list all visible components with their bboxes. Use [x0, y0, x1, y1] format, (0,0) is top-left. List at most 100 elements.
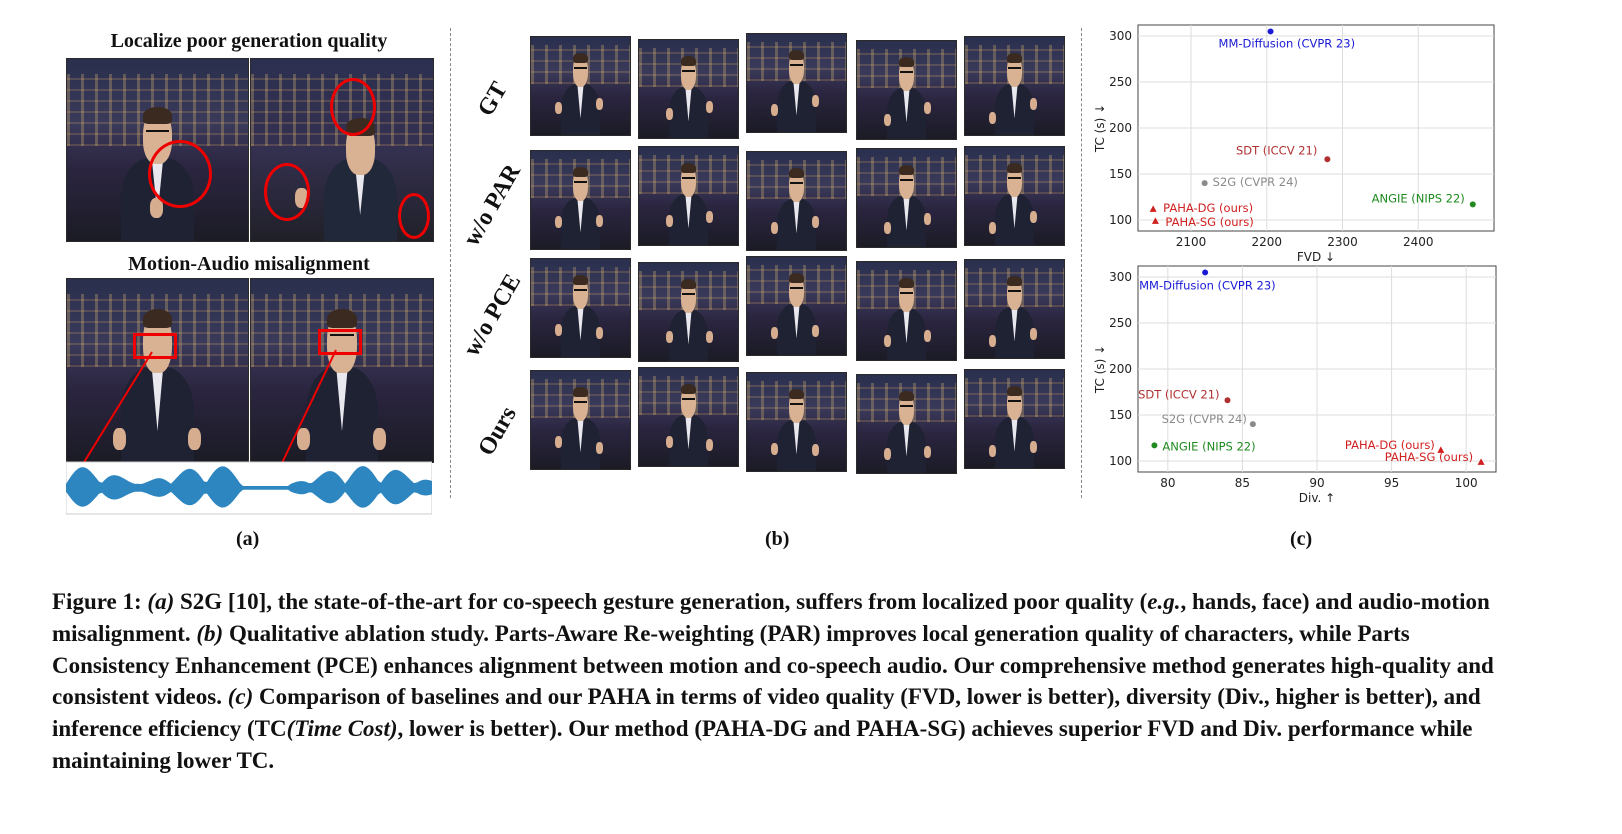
point-label: SDT (ICCV 21) — [1138, 387, 1219, 401]
caption-eg: e.g. — [1147, 589, 1181, 614]
x-tick-label: 90 — [1309, 476, 1324, 490]
data-point-4 — [1149, 205, 1157, 212]
point-label: PAHA-DG (ours) — [1163, 201, 1253, 215]
data-point-5 — [1151, 217, 1159, 224]
data-point-2 — [1201, 180, 1208, 187]
caption-a-text2: , hands, face) and audio-motion misalign… — [52, 589, 1490, 646]
row-label-wo-par: w/o PAR — [458, 159, 526, 251]
x-tick-label: 2400 — [1403, 235, 1434, 249]
y-tick-label: 250 — [1109, 316, 1132, 330]
video-frame — [964, 369, 1065, 469]
video-frame — [856, 374, 957, 474]
point-label: S2G (CVPR 24) — [1213, 175, 1298, 189]
video-frame — [638, 367, 739, 467]
y-tick-label: 300 — [1109, 29, 1132, 43]
y-axis-label: TC (s) ↓ — [1093, 345, 1107, 394]
x-tick-label: 85 — [1235, 476, 1250, 490]
y-tick-label: 150 — [1109, 167, 1132, 181]
video-frame — [856, 261, 957, 361]
x-tick-label: 80 — [1160, 476, 1175, 490]
y-tick-label: 100 — [1109, 213, 1132, 227]
y-axis-label: TC (s) ↓ — [1093, 104, 1107, 153]
caption-c-text: Comparison of baselines and our PAHA in … — [52, 684, 1481, 742]
data-point-5 — [1477, 458, 1485, 465]
point-label: PAHA-SG (ours) — [1165, 215, 1253, 229]
mouth-box — [318, 329, 362, 355]
artifact-circle — [148, 140, 212, 208]
data-point-1 — [1224, 397, 1231, 404]
video-frame — [964, 259, 1065, 359]
row-label-wo-pce: w/o PCE — [458, 269, 527, 361]
panel-b-label: (b) — [765, 528, 790, 550]
video-frame — [964, 146, 1065, 246]
x-axis-label: FVD ↓ — [1297, 250, 1335, 264]
chart-fvd-vs-tc: 2100 2200 2300 2400 100 150 200 250 300 FVD ↓ TC (… — [1093, 24, 1495, 264]
video-frame — [530, 36, 631, 136]
video-frame — [746, 372, 847, 472]
x-tick-label: 95 — [1384, 476, 1399, 490]
x-tick-label: 2100 — [1176, 235, 1207, 249]
video-frame — [638, 39, 739, 139]
video-frame — [530, 370, 631, 470]
artifact-circle — [330, 78, 376, 136]
video-frame — [856, 40, 957, 140]
video-frame — [746, 33, 847, 133]
video-frame — [530, 258, 631, 358]
data-point-2 — [1249, 421, 1256, 428]
divider — [450, 28, 451, 498]
point-label: PAHA-SG (ours) — [1385, 450, 1473, 464]
point-label: PAHA-DG (ours) — [1345, 438, 1435, 452]
caption-b-text: Qualitative ablation study. Parts-Aware … — [52, 620, 1494, 710]
mouth-box — [133, 333, 177, 359]
point-label: ANGIE (NIPS 22) — [1372, 191, 1465, 205]
y-tick-label: 200 — [1109, 121, 1132, 135]
caption-a-tag: (a) — [147, 589, 175, 614]
row-label-ours: Ours — [473, 402, 522, 461]
y-tick-label: 200 — [1109, 362, 1132, 376]
x-axis-label: Div. ↑ — [1299, 491, 1335, 505]
video-frame — [530, 150, 631, 250]
data-point-1 — [1324, 156, 1331, 163]
data-point-4 — [1437, 446, 1445, 453]
y-tick-label: 150 — [1109, 408, 1132, 422]
panel-a-title-bottom: Motion-Audio misalignment — [128, 253, 370, 275]
x-tick-label: 100 — [1455, 476, 1478, 490]
panel-c-label: (c) — [1290, 528, 1313, 550]
caption-c-text2: , lower is better). Our method (PAHA-DG … — [52, 716, 1473, 773]
data-point-0 — [1267, 28, 1274, 35]
panel-a-label: (a) — [236, 528, 260, 550]
video-frame — [964, 36, 1065, 136]
video-frame — [638, 262, 739, 362]
caption-fig: Figure 1: — [52, 589, 142, 614]
video-frame — [746, 256, 847, 356]
video-frame — [638, 146, 739, 246]
caption-b-tag: (b) — [196, 620, 224, 646]
video-frame — [66, 278, 249, 463]
data-point-3 — [1469, 201, 1476, 208]
artifact-circle — [398, 193, 430, 239]
x-tick-label: 2300 — [1327, 235, 1358, 249]
y-tick-label: 250 — [1109, 75, 1132, 89]
video-frame — [746, 151, 847, 251]
video-frame — [856, 148, 957, 248]
data-point-3 — [1151, 442, 1158, 449]
caption-tc-italic: (Time Cost) — [286, 716, 398, 742]
point-label: ANGIE (NIPS 22) — [1162, 439, 1255, 453]
divider — [1081, 28, 1082, 498]
panel-a-title-top: Localize poor generation quality — [110, 30, 388, 52]
point-label: S2G (CVPR 24) — [1162, 412, 1247, 426]
chart-div-vs-tc: 80 85 90 95 100 100 150 200 250 300 Div. ↑ TC (s) ↓… — [1093, 265, 1497, 505]
point-label: MM-Diffusion (CVPR 23) — [1139, 278, 1276, 292]
row-label-gt: GT — [472, 77, 513, 121]
audio-waveform — [66, 349, 432, 515]
caption-c-tag: (c) — [227, 684, 254, 710]
artifact-circle — [264, 163, 310, 221]
figure-caption: Figure 1: (a) S2G [10], the state-of-the… — [52, 586, 1522, 777]
caption-a-text: S2G [10], the state-of-the-art for co-sp… — [179, 589, 1148, 614]
point-label: MM-Diffusion (CVPR 23) — [1219, 36, 1356, 50]
y-tick-label: 300 — [1109, 270, 1132, 284]
data-point-0 — [1202, 269, 1209, 276]
point-label: SDT (ICCV 21) — [1236, 143, 1317, 157]
y-tick-label: 100 — [1109, 454, 1132, 468]
x-tick-label: 2200 — [1251, 235, 1282, 249]
